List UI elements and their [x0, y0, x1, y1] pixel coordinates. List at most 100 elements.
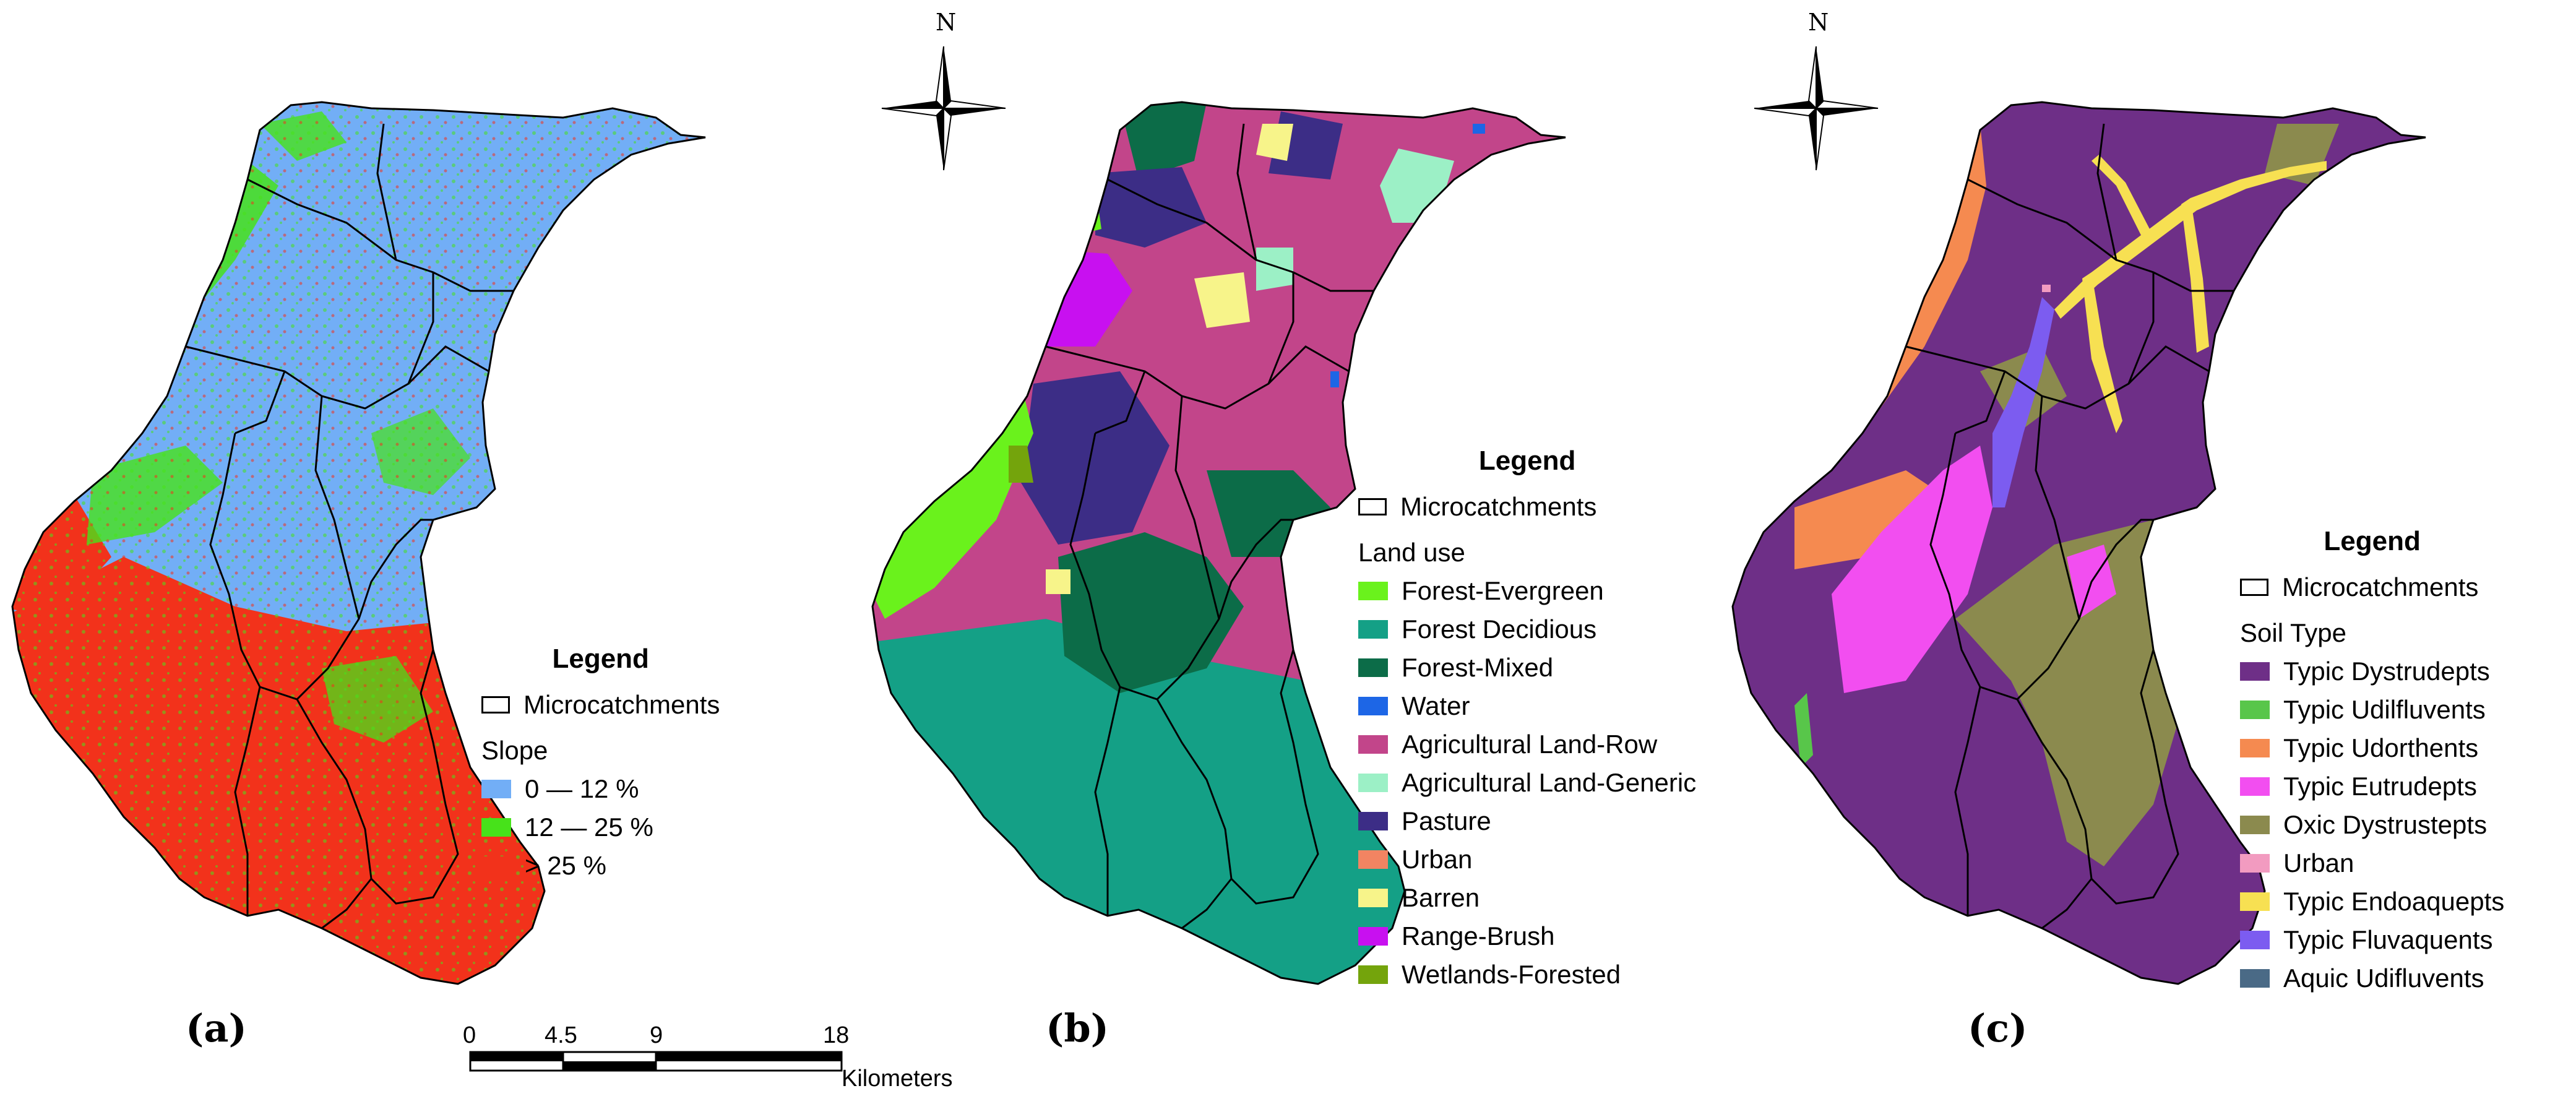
legend-item: Forest Decidious [1358, 610, 1696, 649]
legend-item-label: Forest-Evergreen [1402, 576, 1604, 605]
legend-swatch [481, 856, 511, 875]
legend-item: Water [1358, 687, 1696, 725]
scale-unit: Kilometers [842, 1066, 953, 1092]
legend-swatch [1358, 812, 1388, 830]
legend-item-label: > 25 % [525, 851, 606, 880]
legend-item: Typic Eutrudepts [2240, 767, 2504, 806]
north-arrow-c [1754, 46, 1879, 171]
boundary-swatch [1358, 498, 1387, 515]
legend-swatch [1358, 582, 1388, 600]
legend-swatch [2240, 892, 2270, 911]
legend-item-label: Typic Dystrudepts [2283, 657, 2490, 686]
scale-tick-0: 0 [463, 1022, 476, 1048]
legend-item: Typic Endoaquepts [2240, 882, 2504, 921]
legend-item: Wetlands-Forested [1358, 955, 1696, 994]
north-label-c: N [1808, 9, 1829, 36]
legend-swatch [2240, 931, 2270, 949]
legend-item: Forest-Evergreen [1358, 572, 1696, 610]
scale-tick-9: 9 [650, 1022, 663, 1048]
legend-item: 0 — 12 % [481, 770, 720, 808]
legend-item: Range-Brush [1358, 917, 1696, 955]
scale-seg-3 [656, 1052, 842, 1061]
legend-item: Agricultural Land-Generic [1358, 764, 1696, 802]
legend-item: Oxic Dystrustepts [2240, 806, 2504, 844]
legend-swatch [1358, 850, 1388, 869]
legend-slope: Legend Microcatchments Slope 0 — 12 % 12 … [481, 644, 720, 885]
legend-item-label: Agricultural Land-Generic [1402, 768, 1697, 797]
legend-item-label: Typic Eutrudepts [2283, 772, 2477, 801]
legend-item-label: Typic Udilfluvents [2283, 695, 2486, 724]
legend-item: Barren [1358, 879, 1696, 917]
legend-swatch [1358, 620, 1388, 639]
legend-item-label: Aquic Udifluvents [2283, 964, 2484, 993]
legend-items: Forest-Evergreen Forest Decidious Forest-M… [1358, 572, 1696, 994]
legend-boundary: Microcatchments [2240, 568, 2504, 606]
legend-item-label: Agricultural Land-Row [1402, 730, 1658, 759]
scale-seg-2 [563, 1061, 656, 1071]
legend-swatch [1358, 889, 1388, 907]
legend-item: Agricultural Land-Row [1358, 725, 1696, 764]
legend-item-label: Typic Udorthents [2283, 733, 2479, 762]
legend-item-label: 0 — 12 % [525, 774, 639, 803]
legend-land-use: Legend Microcatchments Land use Forest-E… [1358, 446, 1696, 994]
legend-item-label: Oxic Dystrustepts [2283, 810, 2488, 839]
boundary-label: Microcatchments [523, 690, 720, 719]
legend-swatch [1358, 735, 1388, 754]
legend-item: Forest-Mixed [1358, 649, 1696, 687]
legend-item-label: Forest Decidious [1402, 615, 1597, 644]
legend-title: Legend [552, 644, 649, 674]
legend-item-label: Pasture [1402, 806, 1491, 835]
legend-swatch [2240, 969, 2270, 988]
panel-label-a: (a) [186, 1006, 247, 1051]
legend-item-label: Forest-Mixed [1402, 653, 1554, 682]
legend-item-label: 12 — 25 % [525, 813, 653, 842]
legend-item-label: Typic Fluvaquents [2283, 925, 2493, 954]
north-label-b: N [936, 9, 957, 36]
legend-item: Typic Udorthents [2240, 729, 2504, 767]
legend-swatch [1358, 697, 1388, 715]
legend-swatch [2240, 701, 2270, 719]
legend-swatch [2240, 739, 2270, 757]
legend-swatch [1358, 774, 1388, 792]
legend-title: Legend [2324, 526, 2421, 556]
panel-label-b: (b) [1046, 1006, 1109, 1051]
legend-items: 0 — 12 % 12 — 25 % > 25 % [481, 770, 720, 885]
panel-label-c: (c) [1968, 1006, 2028, 1051]
legend-item-label: Wetlands-Forested [1402, 960, 1621, 989]
legend-item: > 25 % [481, 847, 720, 885]
legend-group-label: Soil Type [2240, 618, 2346, 647]
legend-swatch [2240, 816, 2270, 834]
legend-item-label: Barren [1402, 883, 1480, 912]
north-arrow-b [881, 46, 1006, 171]
scale-seg-1 [470, 1052, 563, 1061]
legend-items: Typic Dystrudepts Typic Udilfluvents Typic… [2240, 652, 2504, 998]
boundary-label: Microcatchments [1400, 492, 1597, 521]
scale-tick-18: 18 [823, 1022, 850, 1048]
legend-item-label: Typic Endoaquepts [2283, 887, 2505, 916]
legend-group-label: Land use [1358, 538, 1465, 567]
legend-item: 12 — 25 % [481, 808, 720, 847]
scale-tick-4-5: 4.5 [545, 1022, 577, 1048]
legend-swatch [1358, 965, 1388, 984]
boundary-swatch [2240, 579, 2268, 596]
legend-soil-type: Legend Microcatchments Soil Type Typic D… [2240, 526, 2504, 998]
legend-swatch [481, 818, 511, 837]
legend-group-label: Slope [481, 736, 548, 765]
legend-item-label: Range-Brush [1402, 921, 1555, 951]
legend-item: Typic Fluvaquents [2240, 921, 2504, 959]
boundary-label: Microcatchments [2282, 572, 2479, 602]
legend-item: Aquic Udifluvents [2240, 959, 2504, 998]
legend-boundary: Microcatchments [1358, 488, 1696, 526]
legend-swatch [2240, 777, 2270, 796]
legend-item-label: Water [1402, 691, 1470, 720]
legend-item: Pasture [1358, 802, 1696, 840]
legend-swatch [1358, 658, 1388, 677]
legend-swatch [2240, 662, 2270, 681]
boundary-swatch [481, 696, 510, 714]
legend-swatch [481, 780, 511, 798]
legend-item: Urban [1358, 840, 1696, 879]
legend-item-label: Urban [1402, 845, 1473, 874]
legend-item-label: Urban [2283, 848, 2354, 878]
legend-swatch [1358, 927, 1388, 946]
